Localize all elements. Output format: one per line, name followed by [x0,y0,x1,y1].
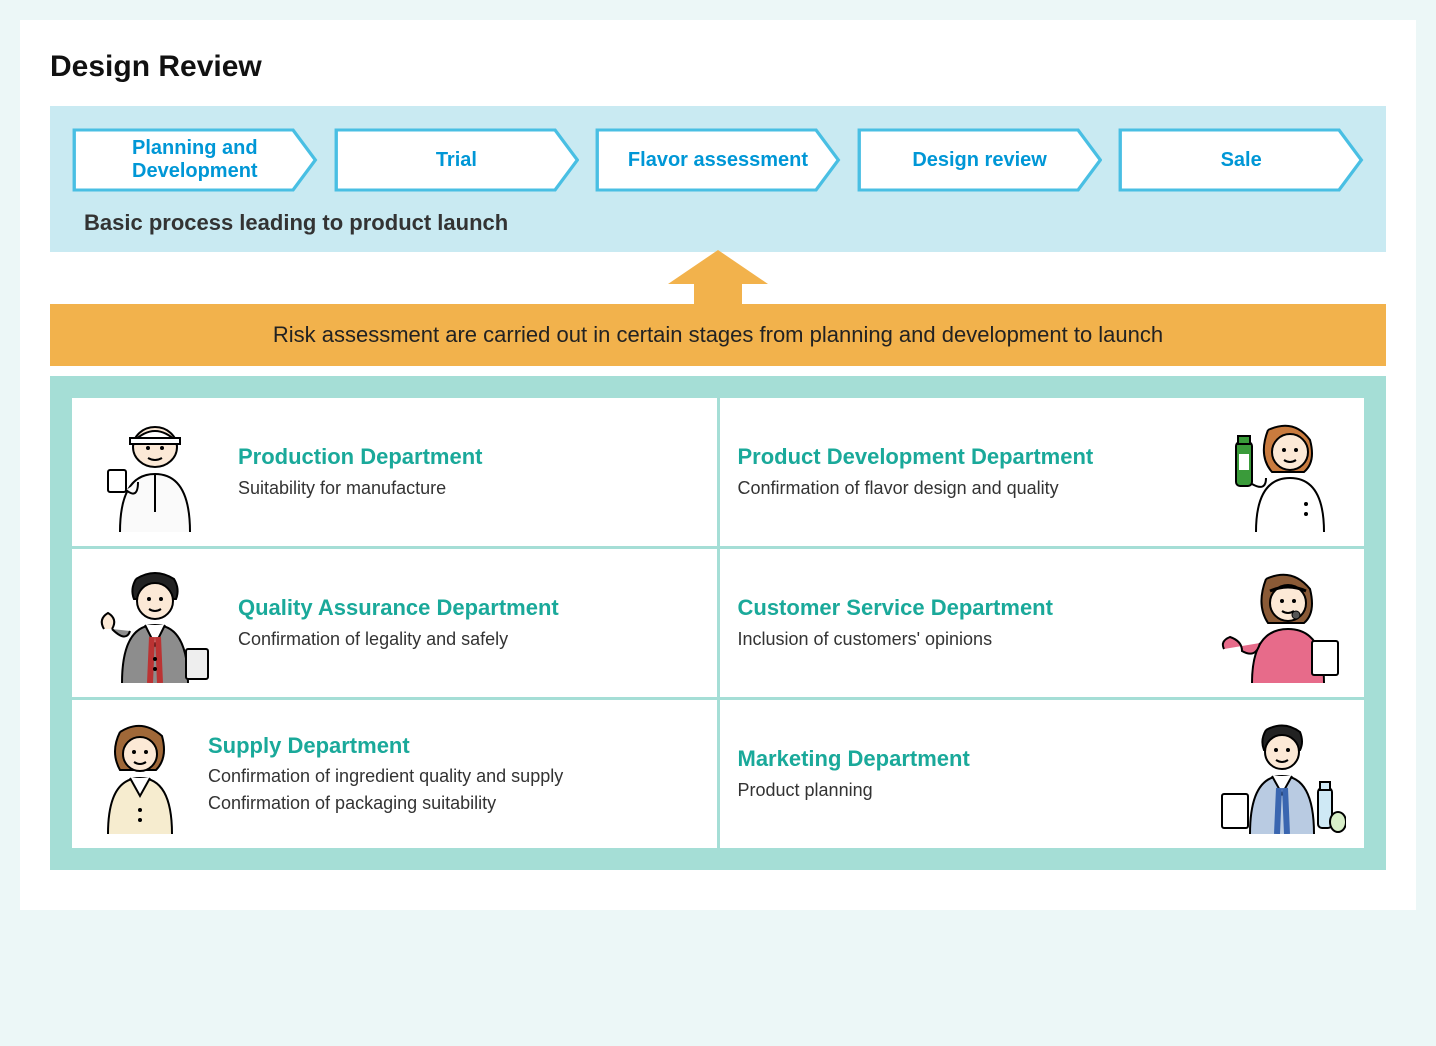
process-step: Flavor assessment [595,128,841,192]
dept-desc-line: Confirmation of ingredient quality and s… [208,766,563,786]
risk-banner: Risk assessment are carried out in certa… [50,304,1386,366]
product-dev-avatar-icon [1216,412,1346,532]
dept-customer-service: Customer Service Department Inclusion of… [720,549,1365,697]
qa-avatar-icon [90,563,220,683]
marketing-avatar-icon [1216,714,1346,834]
dept-desc-line2: Confirmation of packaging suitability [208,791,699,815]
process-step: Design review [857,128,1103,192]
process-step: Trial [334,128,580,192]
dept-desc: Confirmation of flavor design and qualit… [738,476,1199,500]
dept-title: Product Development Department [738,444,1199,469]
process-step-label: Sale [1221,149,1262,172]
process-step: Planning and Development [72,128,318,192]
dept-title: Production Department [238,444,699,469]
cs-avatar-icon [1216,563,1346,683]
process-step-label: Design review [912,149,1047,172]
dept-production: Production Department Suitability for ma… [72,398,717,546]
process-step-label: Planning and Development [80,137,310,183]
dept-title: Marketing Department [738,746,1199,771]
design-review-card: Design Review Planning and Development T… [20,20,1416,910]
dept-desc: Confirmation of ingredient quality and s… [208,764,699,815]
process-step-label: Trial [436,149,477,172]
dept-quality-assurance: Quality Assurance Department Confirmatio… [72,549,717,697]
process-steps: Planning and Development Trial Flavor as… [72,128,1364,192]
up-arrow [50,250,1386,304]
process-caption: Basic process leading to product launch [72,210,1364,236]
process-step: Sale [1118,128,1364,192]
dept-desc: Inclusion of customers' opinions [738,627,1199,651]
dept-title: Supply Department [208,733,699,758]
supply-avatar-icon [90,714,190,834]
dept-marketing: Marketing Department Product planning [720,700,1365,848]
production-avatar-icon [90,412,220,532]
departments-section: Production Department Suitability for ma… [50,376,1386,870]
dept-product-development: Product Development Department Confirmat… [720,398,1365,546]
dept-supply: Supply Department Confirmation of ingred… [72,700,717,848]
process-step-label: Flavor assessment [628,149,808,172]
process-box: Planning and Development Trial Flavor as… [50,106,1386,252]
departments-grid: Production Department Suitability for ma… [72,398,1364,848]
dept-desc: Confirmation of legality and safely [238,627,699,651]
dept-title: Quality Assurance Department [238,595,699,620]
dept-title: Customer Service Department [738,595,1199,620]
page-title: Design Review [50,50,1386,84]
dept-desc: Suitability for manufacture [238,476,699,500]
dept-desc: Product planning [738,778,1199,802]
